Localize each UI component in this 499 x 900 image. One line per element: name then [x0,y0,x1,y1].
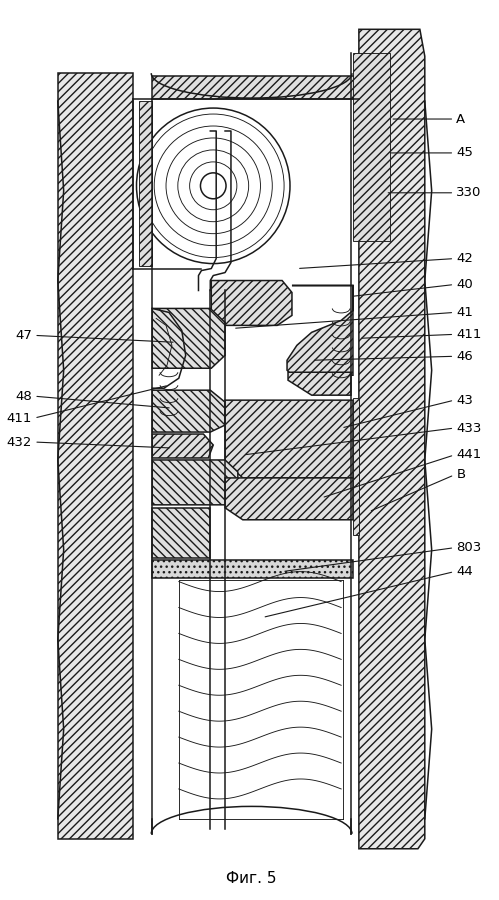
Text: 46: 46 [456,350,473,363]
Polygon shape [139,101,152,266]
Polygon shape [152,309,225,368]
Bar [152,76,359,99]
Text: 40: 40 [456,278,473,291]
Circle shape [137,108,290,264]
Text: 42: 42 [456,252,473,266]
Text: 47: 47 [15,328,32,342]
Text: 433: 433 [456,421,482,435]
Polygon shape [359,30,425,849]
Polygon shape [152,508,210,558]
Polygon shape [58,73,133,839]
Text: 44: 44 [456,565,473,578]
Text: 330: 330 [456,186,482,199]
Text: 411: 411 [456,328,482,341]
Polygon shape [152,391,225,432]
Text: 441: 441 [456,448,482,462]
Polygon shape [152,434,213,458]
Bar [152,560,353,578]
Text: A: A [456,112,466,125]
Circle shape [201,173,226,199]
Text: 45: 45 [456,147,473,159]
Polygon shape [225,400,353,478]
Polygon shape [288,373,351,395]
Polygon shape [152,460,238,505]
Text: 48: 48 [15,390,32,402]
Text: 43: 43 [456,393,473,407]
Text: 803: 803 [456,541,482,554]
Polygon shape [353,53,390,240]
Text: Фиг. 5: Фиг. 5 [227,871,277,886]
Polygon shape [225,478,353,520]
Text: 41: 41 [456,306,473,319]
Text: 432: 432 [7,436,32,448]
Polygon shape [211,281,292,326]
Polygon shape [287,285,353,375]
Text: 411: 411 [7,411,32,425]
Polygon shape [353,398,359,535]
Text: B: B [456,468,466,482]
